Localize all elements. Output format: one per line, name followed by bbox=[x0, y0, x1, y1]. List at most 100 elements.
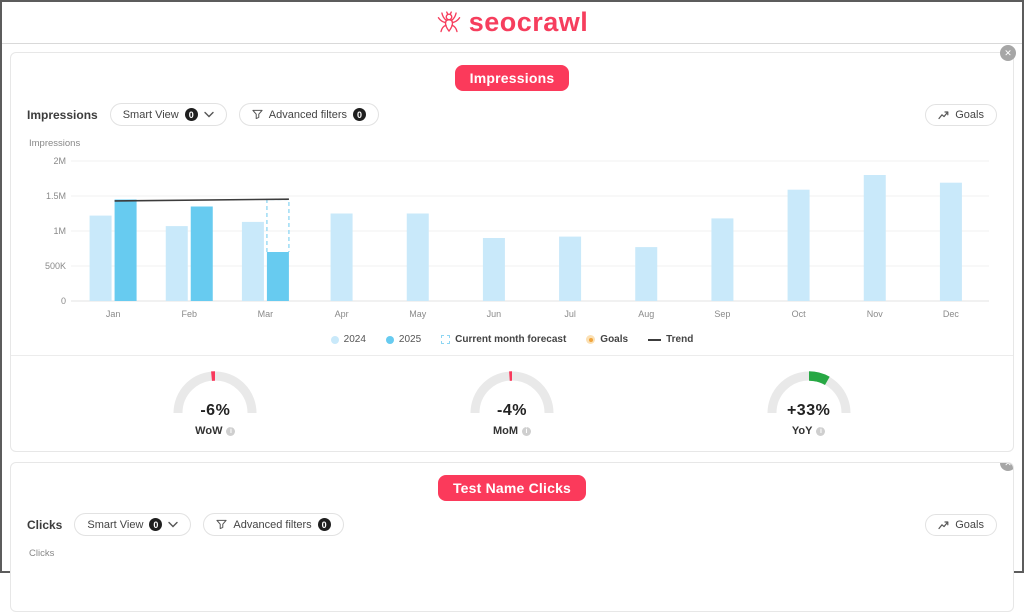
info-icon[interactable]: i bbox=[522, 427, 531, 436]
legend-label: 2024 bbox=[344, 334, 366, 345]
bar-2024-nov[interactable] bbox=[864, 175, 886, 301]
x-tick-label: Oct bbox=[792, 309, 807, 319]
x-tick-label: Nov bbox=[867, 309, 884, 319]
x-tick-label: Jun bbox=[487, 309, 502, 319]
bar-2024-apr[interactable] bbox=[331, 214, 353, 302]
bar-2025-feb[interactable] bbox=[191, 207, 213, 302]
smart-view-count-badge: 0 bbox=[185, 108, 198, 121]
bar-2025-jan[interactable] bbox=[115, 200, 137, 302]
legend-swatch bbox=[331, 336, 339, 344]
advanced-filters-label: Advanced filters bbox=[233, 519, 311, 531]
chart-axis-title: Clicks bbox=[29, 548, 997, 559]
y-tick-label: 2M bbox=[53, 156, 66, 166]
bar-2024-may[interactable] bbox=[407, 214, 429, 302]
forecast-bar[interactable] bbox=[267, 200, 289, 253]
bar-2024-mar[interactable] bbox=[242, 222, 264, 301]
chart-legend: 2024 2025 Current month forecast Goals Trend bbox=[27, 334, 997, 345]
card-close-button[interactable]: ✕ bbox=[1000, 462, 1014, 471]
x-tick-label: Aug bbox=[638, 309, 654, 319]
logo-text: seocrawl bbox=[469, 9, 589, 36]
filter-funnel-icon bbox=[216, 519, 227, 530]
close-icon: ✕ bbox=[1004, 49, 1012, 58]
y-tick-label: 0 bbox=[61, 296, 66, 306]
legend-swatch bbox=[648, 339, 661, 341]
bar-2024-jan[interactable] bbox=[90, 216, 112, 301]
card-title-row: Impressions bbox=[27, 65, 997, 91]
goals-button[interactable]: Goals bbox=[925, 514, 997, 536]
page: { "header": { "logo_text": "seocrawl" },… bbox=[0, 0, 1024, 573]
x-tick-label: Jan bbox=[106, 309, 121, 319]
gauge-value: -6% bbox=[167, 402, 263, 420]
legend-item-current-month-forecast[interactable]: Current month forecast bbox=[441, 334, 566, 345]
main-content: ✕ Impressions Impressions Smart View 0 A… bbox=[2, 44, 1022, 612]
legend-label: Current month forecast bbox=[455, 334, 566, 345]
gauge-label: YoY bbox=[792, 425, 813, 437]
smart-view-count-badge: 0 bbox=[149, 518, 162, 531]
gauge-indicator bbox=[809, 376, 827, 381]
smart-view-label: Smart View bbox=[87, 519, 143, 531]
smart-view-label: Smart View bbox=[123, 109, 179, 121]
impressions-card: ✕ Impressions Impressions Smart View 0 A… bbox=[10, 52, 1014, 452]
gauge-label: WoW bbox=[195, 425, 222, 437]
bar-2024-jun[interactable] bbox=[483, 238, 505, 301]
bar-2024-aug[interactable] bbox=[635, 247, 657, 301]
goals-button[interactable]: Goals bbox=[925, 104, 997, 126]
legend-swatch bbox=[441, 335, 450, 344]
advanced-filters-count-badge: 0 bbox=[353, 108, 366, 121]
legend-label: Goals bbox=[600, 334, 628, 345]
y-tick-label: 500K bbox=[45, 261, 66, 271]
metric-label: Clicks bbox=[27, 518, 62, 532]
legend-swatch bbox=[386, 336, 394, 344]
x-tick-label: Feb bbox=[181, 309, 197, 319]
gauge-mom: -4% MoM i bbox=[464, 370, 560, 437]
legend-swatch bbox=[586, 335, 595, 344]
bar-2024-jul[interactable] bbox=[559, 237, 581, 301]
smart-view-dropdown[interactable]: Smart View 0 bbox=[74, 513, 191, 536]
app-header: seocrawl bbox=[2, 2, 1022, 44]
impressions-chart[interactable]: 2M 1.5M 1M 500K 0 Jan Feb Mar Apr May Jun Jul Aug Sep… bbox=[27, 151, 997, 332]
legend-item-2024[interactable]: 2024 bbox=[331, 334, 366, 345]
chevron-down-icon bbox=[168, 521, 178, 528]
spider-icon bbox=[436, 10, 462, 36]
card-title-row: Test Name Clicks bbox=[27, 475, 997, 501]
clicks-card: ✕ Test Name Clicks Clicks Smart View 0 A… bbox=[10, 462, 1014, 612]
bar-2024-dec[interactable] bbox=[940, 183, 962, 301]
goals-label: Goals bbox=[955, 519, 984, 531]
impressions-title-badge[interactable]: Impressions bbox=[455, 65, 570, 91]
x-tick-label: Mar bbox=[258, 309, 274, 319]
chart-axis-title: Impressions bbox=[29, 138, 997, 149]
advanced-filters-button[interactable]: Advanced filters 0 bbox=[239, 103, 379, 126]
seocrawl-logo[interactable]: seocrawl bbox=[436, 9, 589, 36]
close-icon: ✕ bbox=[1004, 462, 1012, 468]
legend-label: Trend bbox=[666, 334, 693, 345]
y-tick-label: 1.5M bbox=[46, 191, 66, 201]
filter-funnel-icon bbox=[252, 109, 263, 120]
x-tick-label: Jul bbox=[564, 309, 576, 319]
x-tick-label: Sep bbox=[714, 309, 730, 319]
card-close-button[interactable]: ✕ bbox=[1000, 45, 1016, 61]
bar-2024-sep[interactable] bbox=[711, 218, 733, 301]
info-icon[interactable]: i bbox=[226, 427, 235, 436]
advanced-filters-button[interactable]: Advanced filters 0 bbox=[203, 513, 343, 536]
advanced-filters-count-badge: 0 bbox=[318, 518, 331, 531]
gauges-row: -6% WoW i -4% MoM i bbox=[27, 356, 997, 441]
y-tick-label: 1M bbox=[53, 226, 66, 236]
bar-2024-oct[interactable] bbox=[788, 190, 810, 301]
gauge-value: -4% bbox=[464, 402, 560, 420]
info-icon[interactable]: i bbox=[816, 427, 825, 436]
x-tick-label: Apr bbox=[335, 309, 349, 319]
bar-2024-feb[interactable] bbox=[166, 226, 188, 301]
legend-item-goals[interactable]: Goals bbox=[586, 334, 628, 345]
gauge-wow: -6% WoW i bbox=[167, 370, 263, 437]
legend-item-trend[interactable]: Trend bbox=[648, 334, 693, 345]
gauge-value: +33% bbox=[761, 402, 857, 420]
smart-view-dropdown[interactable]: Smart View 0 bbox=[110, 103, 227, 126]
clicks-title-badge[interactable]: Test Name Clicks bbox=[438, 475, 586, 501]
chevron-down-icon bbox=[204, 111, 214, 118]
bar-2025-mar[interactable] bbox=[267, 252, 289, 301]
clicks-filter-row: Clicks Smart View 0 Advanced filters 0 G… bbox=[27, 513, 997, 536]
gauge-yoy: +33% YoY i bbox=[761, 370, 857, 437]
trending-up-icon bbox=[938, 110, 949, 120]
legend-item-2025[interactable]: 2025 bbox=[386, 334, 421, 345]
x-tick-label: May bbox=[409, 309, 427, 319]
